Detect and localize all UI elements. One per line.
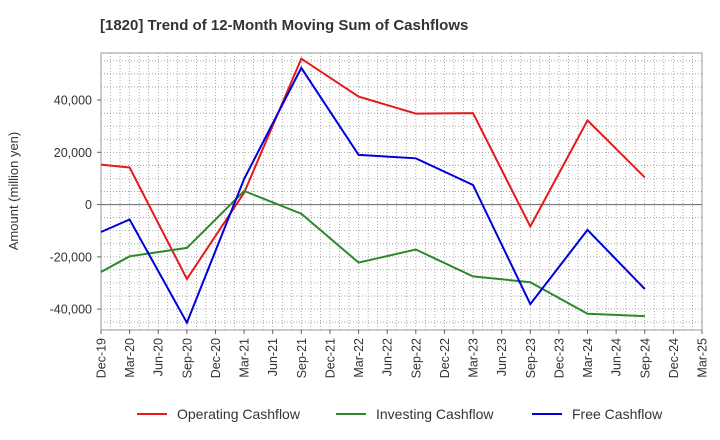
operating-cashflow-legend-label: Operating Cashflow bbox=[177, 406, 301, 422]
x-tick-label: Sep-24 bbox=[638, 338, 652, 378]
x-tick-label: Sep-20 bbox=[180, 338, 194, 378]
x-tick-label: Dec-20 bbox=[209, 338, 223, 378]
chart-title: [1820] Trend of 12-Month Moving Sum of C… bbox=[100, 17, 468, 34]
operating-cashflow-line bbox=[100, 57, 646, 281]
x-tick-label: Mar-24 bbox=[581, 338, 595, 378]
free-cashflow-legend-label: Free Cashflow bbox=[572, 406, 663, 422]
y-tick-label: 0 bbox=[85, 198, 92, 212]
y-axis-label: Amount (million yen) bbox=[6, 132, 21, 251]
investing-cashflow-line bbox=[100, 189, 645, 318]
x-tick-label: Mar-21 bbox=[238, 338, 252, 378]
free-cashflow-line bbox=[100, 65, 646, 326]
x-tick-label: Mar-20 bbox=[123, 338, 137, 378]
x-tick-label: Dec-21 bbox=[323, 338, 337, 378]
x-axis-ticks: Dec-19 Mar-20 Jun-20 Sep-20 Dec-20 Mar-21 Jun-… bbox=[95, 330, 710, 378]
x-tick-label: Sep-22 bbox=[409, 338, 423, 378]
x-tick-label: Mar-23 bbox=[467, 338, 481, 378]
grid-lines bbox=[101, 53, 702, 330]
x-tick-label: Jun-24 bbox=[610, 338, 624, 376]
y-tick-label: 20,000 bbox=[54, 146, 92, 160]
x-tick-label: Jun-23 bbox=[495, 338, 509, 376]
investing-cashflow-legend-label: Investing Cashflow bbox=[376, 406, 494, 422]
x-tick-label: Jun-20 bbox=[152, 338, 166, 376]
x-tick-label: Dec-19 bbox=[95, 338, 109, 378]
x-tick-label: Jun-21 bbox=[266, 338, 280, 376]
y-tick-label: -40,000 bbox=[50, 303, 92, 317]
x-tick-label: Mar-22 bbox=[352, 338, 366, 378]
x-tick-label: Dec-22 bbox=[438, 338, 452, 378]
y-tick-label: 40,000 bbox=[54, 94, 92, 108]
series-lines bbox=[100, 57, 646, 326]
x-tick-label: Dec-24 bbox=[667, 338, 681, 378]
y-tick-label: -20,000 bbox=[50, 250, 92, 264]
y-axis-ticks: -40,000 -20,000 0 20,000 40,000 bbox=[50, 94, 101, 317]
x-tick-label: Sep-21 bbox=[295, 338, 309, 378]
legend: Operating Cashflow Investing Cashflow Free… bbox=[137, 406, 663, 422]
x-tick-label: Sep-23 bbox=[524, 338, 538, 378]
x-tick-label: Dec-23 bbox=[552, 338, 566, 378]
x-tick-label: Mar-25 bbox=[696, 338, 710, 378]
x-tick-label: Jun-22 bbox=[381, 338, 395, 376]
